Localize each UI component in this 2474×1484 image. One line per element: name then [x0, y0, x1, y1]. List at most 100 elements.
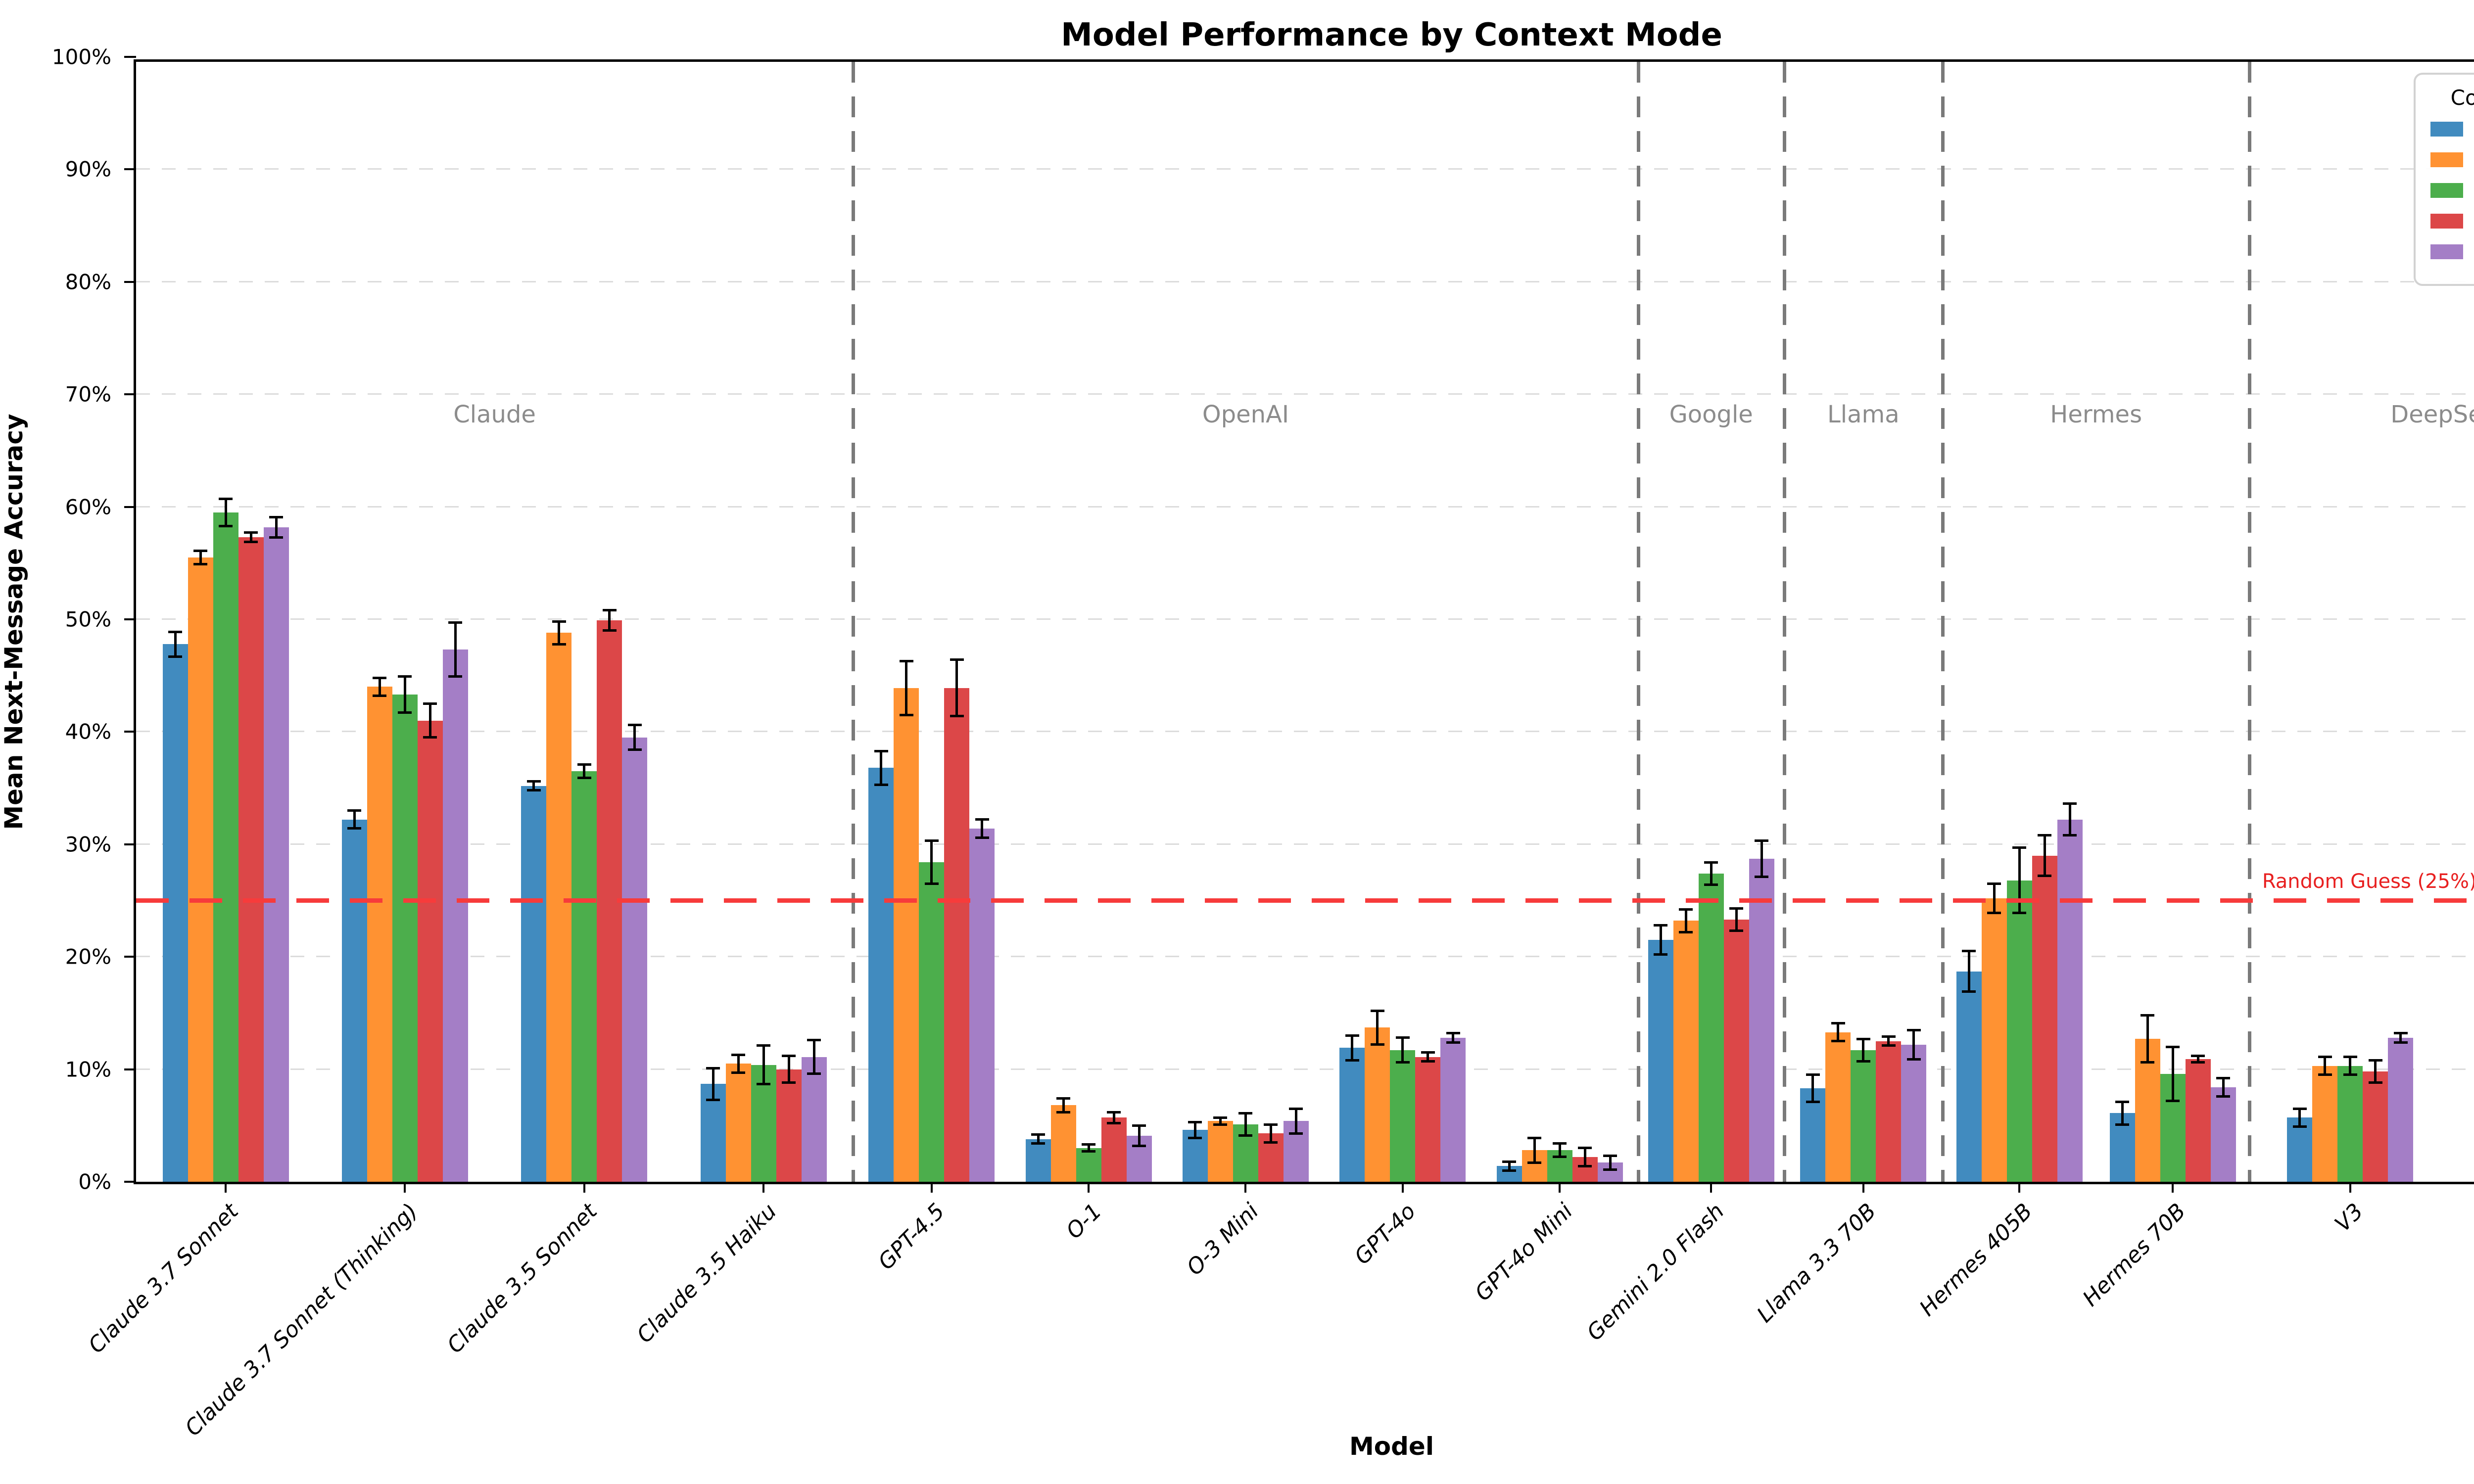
legend-swatch: [2430, 214, 2463, 229]
error-bar-cap: [731, 1053, 746, 1056]
error-bar-cap: [2191, 1061, 2205, 1064]
error-bar-cap: [2318, 1073, 2332, 1076]
error-bar-cap: [2216, 1077, 2231, 1080]
error-bar-line: [1452, 1033, 1455, 1043]
error-bar-line: [2298, 1109, 2301, 1127]
error-bar-cap: [899, 659, 913, 662]
bar-no-context: [521, 786, 547, 1182]
error-bar-cap: [244, 531, 258, 534]
error-bar-cap: [602, 609, 617, 612]
x-label-hermes-70b: Hermes 70B: [2078, 1199, 2191, 1311]
error-bar-line: [608, 610, 611, 631]
y-tick-label: 80%: [65, 270, 111, 294]
error-bar-line: [2146, 1015, 2149, 1063]
gridline-40: [136, 731, 2474, 733]
error-bar-cap: [1881, 1044, 1896, 1047]
bar-50-raw: [725, 1064, 751, 1182]
group-label-google: Google: [1669, 400, 1753, 428]
error-bar-line: [930, 840, 933, 884]
section-separator: [2248, 62, 2252, 1182]
error-bar-cap: [1679, 930, 1693, 933]
error-bar-cap: [1132, 1144, 1146, 1147]
error-bar-cap: [552, 620, 566, 623]
bar-no-context: [1956, 971, 1982, 1182]
x-label-gemini-2-0-flash: Gemini 2.0 Flash: [1581, 1199, 1729, 1346]
error-bar-cap: [1906, 1058, 1921, 1061]
error-bar-cap: [1395, 1061, 1410, 1064]
error-bar-cap: [1856, 1060, 1870, 1063]
error-bar-cap: [577, 763, 591, 766]
group-label-llama: Llama: [1827, 400, 1900, 428]
x-label-gpt-4-5: GPT-4.5: [873, 1199, 950, 1275]
error-bar-line: [174, 632, 177, 657]
error-bar-cap: [1056, 1097, 1071, 1100]
error-bar-line: [2399, 1033, 2402, 1043]
random-guess-line: [136, 898, 2474, 903]
gridline-90: [136, 168, 2474, 170]
bar-100-summary: [2388, 1037, 2414, 1182]
legend-swatch: [2430, 183, 2463, 198]
error-bar-cap: [975, 818, 989, 821]
error-bar-cap: [1056, 1111, 1071, 1113]
error-bar-line: [1837, 1023, 1840, 1041]
bar-100-raw: [1876, 1041, 1902, 1182]
group-label-hermes: Hermes: [2050, 400, 2142, 428]
y-tick-label: 70%: [65, 382, 111, 407]
error-bar-line: [1037, 1134, 1040, 1144]
section-separator: [1636, 62, 1640, 1182]
x-label-claude-3-5-sonnet: Claude 3.5 Sonnet: [442, 1199, 602, 1358]
error-bar-cap: [1188, 1120, 1202, 1123]
error-bar-line: [249, 532, 252, 542]
error-bar-cap: [2292, 1125, 2307, 1128]
bar-50-summary: [571, 771, 597, 1182]
error-bar-cap: [1188, 1136, 1202, 1139]
x-label-v3: V3: [2330, 1199, 2368, 1237]
bar-100-raw: [238, 537, 264, 1182]
legend-swatch: [2430, 152, 2463, 167]
error-bar-line: [1760, 840, 1763, 877]
x-tick: [225, 1182, 227, 1193]
error-bar-line: [1427, 1052, 1429, 1062]
bar-50-summary: [919, 862, 945, 1182]
error-bar-cap: [2038, 874, 2052, 877]
section-separator: [1782, 62, 1786, 1182]
bar-50-raw: [1050, 1105, 1076, 1182]
x-tick: [2172, 1182, 2174, 1193]
error-bar-line: [1062, 1098, 1065, 1113]
x-axis-title: Model: [1349, 1432, 1434, 1461]
error-bar-cap: [1238, 1134, 1253, 1137]
error-bar-cap: [1654, 924, 1668, 927]
bar-100-raw: [944, 688, 970, 1182]
error-bar-line: [199, 551, 202, 564]
error-bar-cap: [1603, 1168, 1618, 1171]
error-bar-cap: [1962, 990, 1976, 993]
error-bar-cap: [807, 1038, 821, 1041]
error-bar-cap: [1553, 1156, 1567, 1159]
error-bar-line: [2068, 803, 2071, 835]
error-bar-line: [2349, 1057, 2352, 1075]
error-bar-cap: [2038, 834, 2052, 837]
bar-100-summary: [622, 737, 648, 1182]
error-bar-cap: [975, 836, 989, 839]
error-bar-cap: [2141, 1014, 2155, 1017]
x-label-llama-3-3-70b: Llama 3.3 70B: [1752, 1199, 1881, 1328]
error-bar-cap: [398, 675, 412, 678]
bar-100-raw: [2363, 1071, 2388, 1182]
bar-50-raw: [1673, 921, 1699, 1182]
error-bar-cap: [1446, 1041, 1460, 1044]
error-bar-cap: [1289, 1107, 1303, 1110]
error-bar-cap: [2115, 1123, 2130, 1126]
bar-no-context: [1648, 940, 1673, 1182]
bar-no-context: [2287, 1117, 2313, 1182]
error-bar-line: [1351, 1035, 1354, 1061]
error-bar-cap: [1031, 1133, 1046, 1136]
error-bar-cap: [269, 515, 284, 518]
error-bar-cap: [627, 724, 642, 727]
bar-50-summary: [392, 695, 418, 1182]
bar-50-raw: [1825, 1032, 1851, 1182]
error-bar-line: [955, 659, 958, 716]
bar-50-summary: [1851, 1050, 1876, 1182]
bar-100-summary: [2210, 1087, 2236, 1182]
bar-100-raw: [1723, 920, 1749, 1182]
error-bar-cap: [193, 549, 208, 552]
